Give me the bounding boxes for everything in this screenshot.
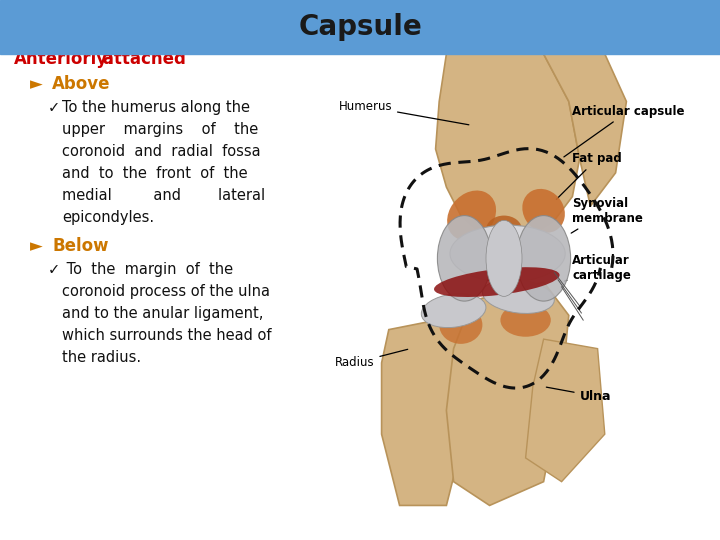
Polygon shape (544, 54, 626, 206)
Ellipse shape (482, 279, 554, 313)
Text: ✓: ✓ (48, 100, 60, 115)
Text: coronoid  and  radial  fossa: coronoid and radial fossa (62, 144, 261, 159)
Ellipse shape (486, 220, 522, 296)
Polygon shape (436, 54, 580, 244)
Ellipse shape (421, 294, 486, 328)
Text: coronoid process of the ulna: coronoid process of the ulna (62, 284, 270, 299)
Text: attached: attached (97, 50, 186, 68)
Text: Articular
cartilage: Articular cartilage (564, 254, 631, 282)
Text: Humerus: Humerus (338, 100, 469, 125)
Ellipse shape (434, 267, 559, 297)
Text: Above: Above (52, 75, 110, 93)
Text: and  to  the  front  of  the: and to the front of the (62, 166, 248, 181)
Text: epicondyles.: epicondyles. (62, 210, 154, 225)
Text: To  the  margin  of  the: To the margin of the (62, 262, 233, 277)
Ellipse shape (517, 215, 571, 301)
Text: Fat pad: Fat pad (557, 152, 622, 199)
Polygon shape (446, 282, 569, 505)
Ellipse shape (439, 306, 482, 344)
Ellipse shape (486, 215, 522, 244)
Text: Synovial
membrane: Synovial membrane (571, 197, 643, 233)
Text: ►: ► (30, 237, 42, 255)
Text: Capsule: Capsule (298, 13, 422, 41)
Text: ✓: ✓ (48, 262, 60, 277)
Text: To the humerus along the: To the humerus along the (62, 100, 250, 115)
Text: and to the anular ligament,: and to the anular ligament, (62, 306, 264, 321)
Text: Anteriorly:: Anteriorly: (14, 50, 114, 68)
Ellipse shape (438, 215, 491, 301)
Text: the radius.: the radius. (62, 350, 141, 365)
Polygon shape (526, 339, 605, 482)
Text: medial         and        lateral: medial and lateral (62, 188, 265, 203)
Text: Ulna: Ulna (546, 387, 611, 403)
Text: Radius: Radius (335, 349, 408, 369)
Polygon shape (382, 315, 472, 505)
Ellipse shape (500, 303, 551, 337)
Text: ►: ► (30, 75, 42, 93)
Text: Below: Below (52, 237, 109, 255)
Text: upper    margins    of    the: upper margins of the (62, 122, 258, 137)
Ellipse shape (522, 189, 565, 233)
Ellipse shape (450, 225, 565, 282)
Text: Articular capsule: Articular capsule (564, 105, 685, 157)
Text: which surrounds the head of: which surrounds the head of (62, 328, 271, 343)
Ellipse shape (447, 191, 496, 241)
